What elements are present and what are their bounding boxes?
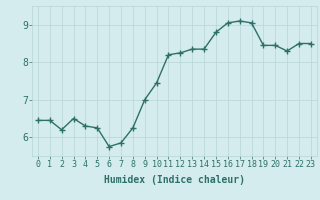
X-axis label: Humidex (Indice chaleur): Humidex (Indice chaleur) bbox=[104, 175, 245, 185]
